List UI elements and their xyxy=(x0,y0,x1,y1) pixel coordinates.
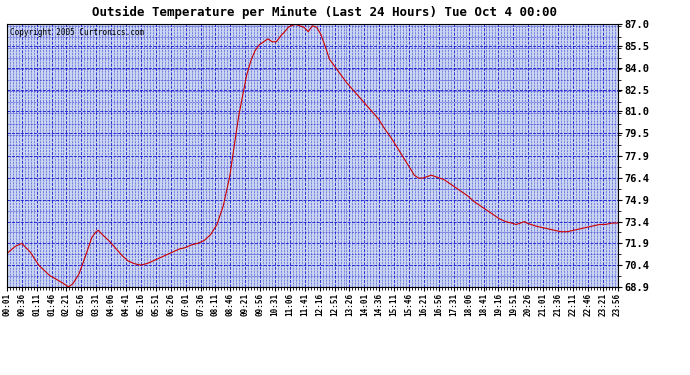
Text: Copyright 2005 Curtronics.com: Copyright 2005 Curtronics.com xyxy=(10,28,144,38)
Text: Outside Temperature per Minute (Last 24 Hours) Tue Oct 4 00:00: Outside Temperature per Minute (Last 24 … xyxy=(92,6,557,19)
